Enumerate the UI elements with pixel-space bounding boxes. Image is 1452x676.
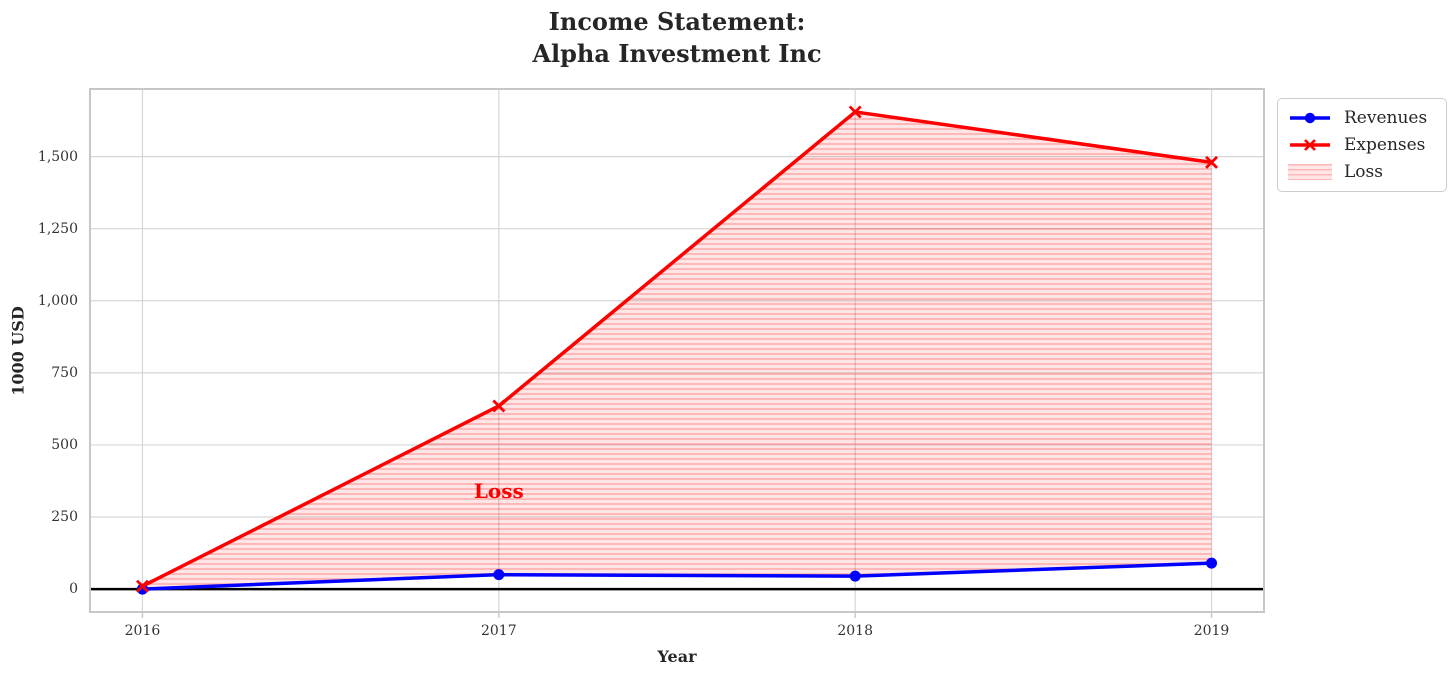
chart-title: Income Statement: Alpha Investment Inc xyxy=(89,6,1265,70)
expenses-marker xyxy=(848,105,862,119)
legend-entry-expenses: Expenses xyxy=(1288,135,1436,155)
expenses-marker xyxy=(492,399,506,413)
legend-entry-loss: Loss xyxy=(1288,162,1436,182)
legend-entry-revenues: Revenues xyxy=(1288,108,1436,128)
loss-hatch-swatch-icon xyxy=(1288,164,1332,180)
x-tick-label: 2019 xyxy=(1193,623,1230,639)
y-tick-label: 750 xyxy=(51,364,78,381)
legend: Revenues Expenses Loss xyxy=(1277,98,1447,192)
legend-label-expenses: Expenses xyxy=(1344,135,1426,155)
y-tick-label: 1,500 xyxy=(37,148,78,165)
x-tick-label: 2017 xyxy=(480,623,517,639)
chart-title-line2: Alpha Investment Inc xyxy=(532,39,822,68)
revenues-line xyxy=(142,561,1212,591)
loss-fill-area xyxy=(142,111,1212,590)
y-tick-label: 500 xyxy=(51,436,78,453)
legend-label-loss: Loss xyxy=(1344,162,1383,182)
x-tick-label: 2018 xyxy=(837,623,873,639)
revenues-marker xyxy=(849,570,861,582)
loss-annotation: Loss xyxy=(473,479,524,504)
y-tick-label: 0 xyxy=(69,581,78,598)
plot-frame xyxy=(89,88,1265,613)
y-tick-label: 250 xyxy=(51,508,78,525)
revenues-marker xyxy=(493,569,505,581)
plot-area xyxy=(89,88,1265,618)
expenses-line xyxy=(141,110,1212,588)
expenses-marker xyxy=(1205,155,1219,169)
revenues-line-marker-icon xyxy=(1290,112,1330,124)
x-axis-label: Year xyxy=(657,647,697,666)
expenses-line-marker-icon xyxy=(1290,139,1330,151)
y-tick-label: 1,000 xyxy=(37,292,78,309)
x-tick-label: 2016 xyxy=(124,623,161,639)
revenues-marker xyxy=(1206,557,1218,569)
legend-label-revenues: Revenues xyxy=(1344,108,1428,128)
chart-title-line1: Income Statement: xyxy=(548,7,806,36)
expenses-marker xyxy=(135,579,149,593)
y-tick-label: 1,250 xyxy=(37,220,78,237)
